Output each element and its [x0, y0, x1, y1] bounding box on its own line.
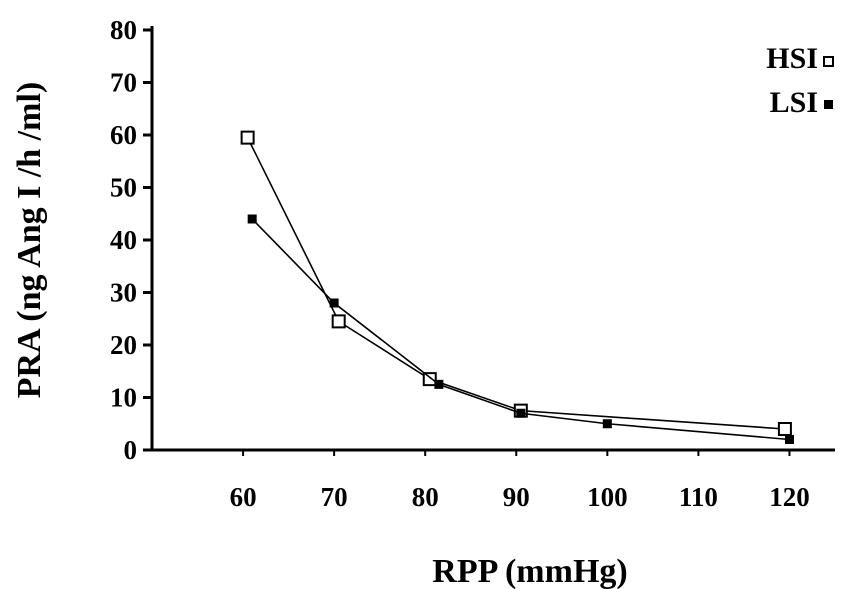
- y-tick-label: 0: [124, 435, 138, 465]
- x-tick-label: 90: [503, 482, 530, 512]
- x-tick-label: 70: [321, 482, 348, 512]
- tick-labels: 0 10 20 30 40 50 60 70 80 60 70 80 90 100 110 120: [110, 15, 810, 512]
- x-tick-label: 120: [769, 482, 810, 512]
- y-tick-label: 60: [110, 120, 137, 150]
- data-point: [434, 379, 444, 389]
- y-tick-label: 50: [110, 173, 137, 203]
- legend-marker-lsi: [824, 100, 833, 109]
- legend-label-lsi: LSI: [770, 86, 818, 119]
- data-point: [422, 372, 437, 387]
- data-point: [784, 435, 794, 444]
- series-hsi: [240, 130, 792, 436]
- y-tick-label: 20: [110, 330, 137, 360]
- y-axis-title: PRA (ng Ang I /h /ml): [11, 82, 48, 398]
- y-tick-label: 10: [110, 383, 137, 413]
- data-point: [240, 130, 255, 145]
- series-lsi: [247, 214, 794, 444]
- y-tick-label: 80: [110, 15, 137, 45]
- legend-marker-hsi: [823, 56, 834, 67]
- data-point: [247, 214, 257, 224]
- y-tick-label: 70: [110, 68, 137, 98]
- data-point: [329, 298, 339, 308]
- x-tick-label: 60: [230, 482, 257, 512]
- x-tick-label: 80: [412, 482, 439, 512]
- series-layer: [240, 130, 794, 444]
- legend: HSI LSI: [766, 42, 834, 119]
- x-tick-label: 110: [679, 482, 718, 512]
- series-line: [251, 218, 790, 441]
- data-point: [602, 419, 612, 429]
- y-tick-label: 40: [110, 225, 137, 255]
- x-axis-title: RPP (mmHg): [432, 553, 627, 589]
- data-point: [777, 422, 792, 436]
- legend-label-hsi: HSI: [766, 42, 818, 75]
- series-line: [246, 137, 785, 430]
- data-point: [331, 314, 346, 329]
- data-point: [516, 408, 526, 418]
- y-tick-label: 30: [110, 278, 137, 308]
- x-tick-label: 100: [587, 482, 628, 512]
- axes: [143, 26, 835, 456]
